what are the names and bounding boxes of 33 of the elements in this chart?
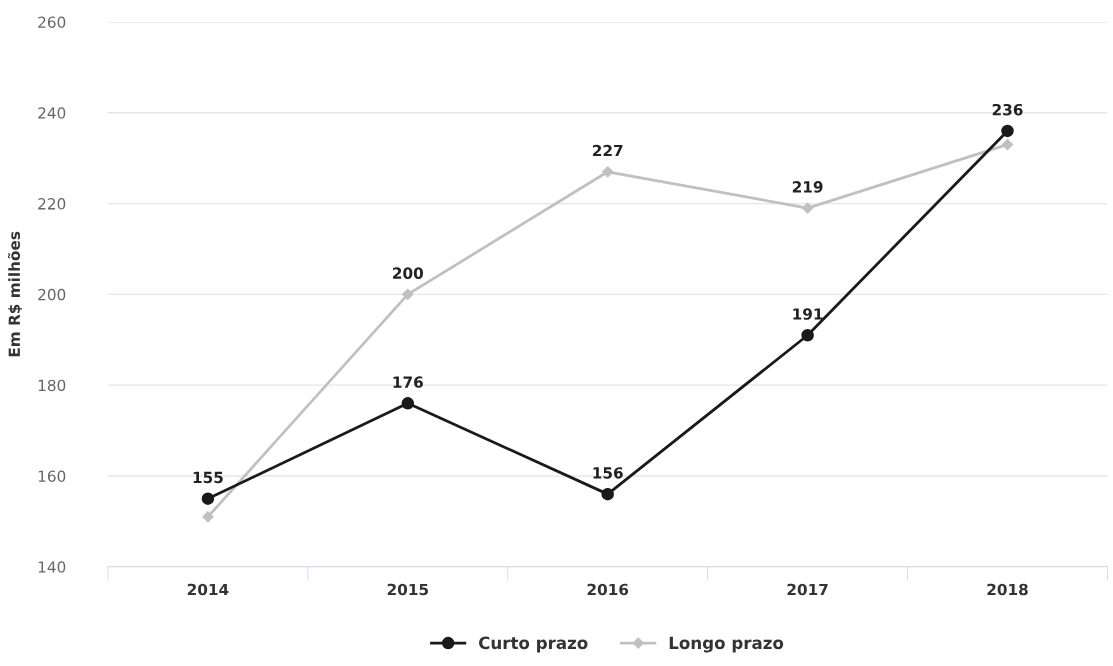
data-label: 200 [393, 267, 424, 279]
point [1001, 138, 1014, 151]
y-tick-label: 180 [38, 379, 66, 392]
point [601, 487, 614, 501]
point [402, 288, 414, 300]
y-axis-title: Em R$ milhões [7, 231, 23, 357]
x-tick-label: 2017 [787, 583, 828, 596]
data-label: 155 [193, 471, 223, 484]
point [401, 397, 415, 410]
y-tick-label: 140 [38, 561, 66, 573]
y-tick-label: 220 [38, 198, 66, 210]
data-label: 191 [793, 308, 823, 320]
legend-label: Longo prazo [669, 636, 784, 653]
data-label: 227 [592, 144, 623, 157]
point [202, 511, 214, 523]
x-tick-label: 2016 [587, 583, 629, 596]
x-tick-label: 2018 [987, 583, 1028, 596]
point [801, 328, 814, 342]
y-tick-label: 240 [38, 107, 66, 119]
y-tick-label: 260 [38, 16, 66, 28]
y-tick-label: 160 [38, 470, 66, 482]
x-tick-label: 2014 [187, 583, 229, 596]
point [801, 202, 814, 214]
x-tick-label: 2015 [387, 583, 428, 596]
data-label: 176 [393, 376, 423, 388]
data-label: 156 [593, 467, 623, 479]
legend-label: Curto prazo [478, 636, 588, 653]
data-label: 236 [992, 103, 1023, 116]
data-label: 219 [792, 181, 823, 193]
point [201, 492, 215, 505]
point [1001, 124, 1014, 138]
y-tick-label: 200 [38, 288, 66, 301]
point [602, 166, 614, 178]
